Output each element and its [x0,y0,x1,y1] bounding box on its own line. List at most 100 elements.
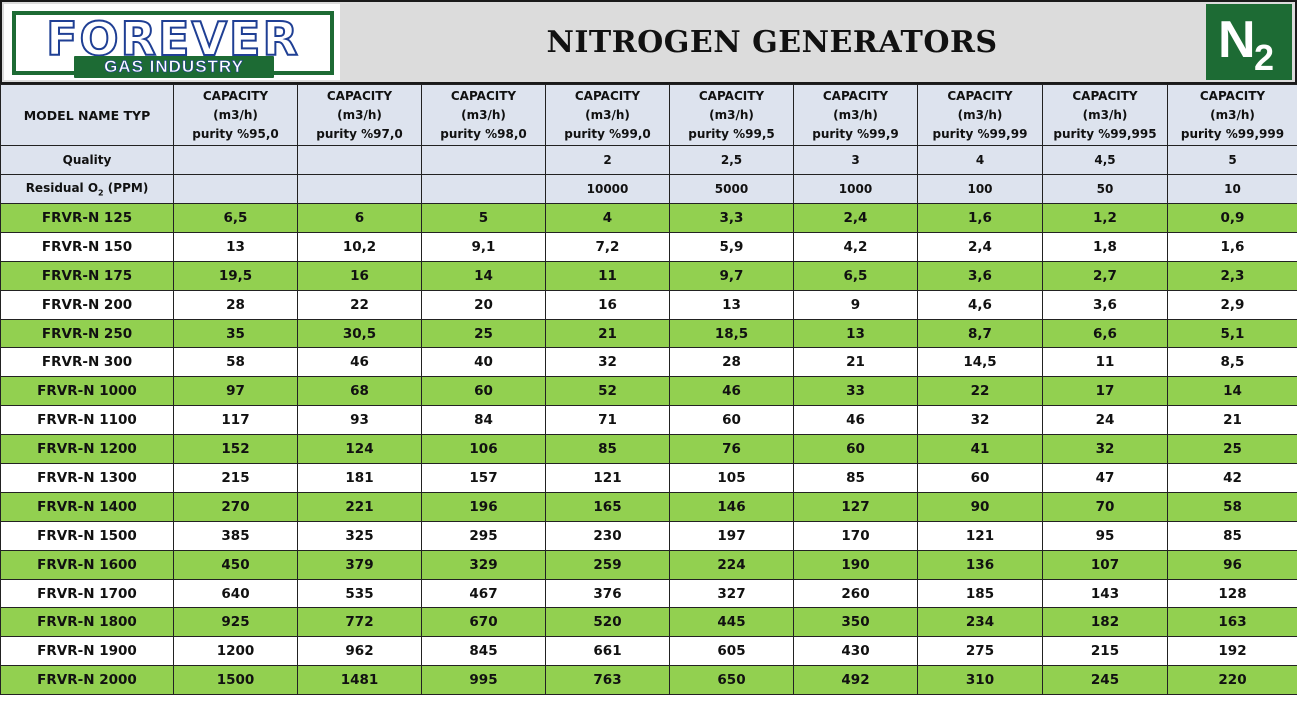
spec-cell [297,174,422,204]
capacity-cell: 40 [421,347,546,378]
capacity-cell: 16 [545,289,670,320]
capacity-cell: 13 [793,318,918,349]
model-cell: FRVR-N 1300 [0,463,174,493]
capacity-cell: 376 [545,578,670,609]
column-header-line2: (m3/h) [957,107,1003,122]
column-header-capacity: CAPACITY (m3/h) purity %98,0 [421,84,546,146]
column-header-line3: purity %99,5 [688,126,775,141]
capacity-cell: 21 [1167,405,1297,436]
capacity-cell: 157 [421,463,546,493]
capacity-cell: 230 [545,520,670,551]
capacity-cell: 96 [1167,549,1297,580]
capacity-cell: 60 [917,463,1043,493]
residual-o2-row: Residual O2 (PPM) 10000 5000 1000 100 50 10 [0,174,1297,204]
spec-cell: 4 [917,145,1043,175]
capacity-cell: 467 [421,578,546,609]
capacity-cell: 1,6 [1167,231,1297,262]
capacity-cell: 46 [793,405,918,436]
capacity-cell: 385 [173,520,298,551]
table-row: FRVR-N 200 28 22 20 16 13 9 4,6 3,6 2,9 [0,289,1297,320]
column-header-line3: purity %99,99 [932,126,1028,141]
capacity-cell: 224 [669,549,794,580]
capacity-cell: 24 [1042,405,1168,436]
capacity-cell: 605 [669,636,794,667]
capacity-cell: 492 [793,665,918,696]
capacity-cell: 1481 [297,665,422,696]
column-header-line2: (m3/h) [213,107,258,122]
capacity-cell: 182 [1042,607,1168,638]
table-row: FRVR-N 1100 117 93 84 71 60 46 32 24 21 [0,405,1297,436]
spec-cell: 2 [545,145,670,175]
capacity-cell: 661 [545,636,670,667]
capacity-cell: 11 [545,260,670,291]
capacity-cell: 146 [669,491,794,522]
table-row: FRVR-N 125 6,5 6 5 4 3,3 2,4 1,6 1,2 0,9 [0,203,1297,233]
model-cell: FRVR-N 1600 [0,549,174,580]
capacity-cell: 2,9 [1167,289,1297,320]
capacity-cell: 520 [545,607,670,638]
capacity-cell: 70 [1042,491,1168,522]
column-header-capacity: CAPACITY (m3/h) purity %99,999 [1167,84,1297,146]
spec-cell: 10000 [545,174,670,204]
capacity-cell: 14 [1167,376,1297,407]
model-cell: FRVR-N 2000 [0,665,174,696]
capacity-cell: 215 [173,463,298,493]
model-cell: FRVR-N 1200 [0,434,174,465]
capacity-cell: 124 [297,434,422,465]
capacity-cell: 106 [421,434,546,465]
capacity-cell: 163 [1167,607,1297,638]
capacity-cell: 41 [917,434,1043,465]
company-logo: FOREVER GAS INDUSTRY [4,4,340,80]
capacity-cell: 60 [669,405,794,436]
capacity-cell: 7,2 [545,231,670,262]
model-cell: FRVR-N 125 [0,203,174,233]
capacity-cell: 9,1 [421,231,546,262]
column-header-line3: purity %99,9 [812,126,899,141]
model-cell: FRVR-N 200 [0,289,174,320]
capacity-cell: 2,7 [1042,260,1168,291]
capacity-cell: 329 [421,549,546,580]
capacity-cell: 962 [297,636,422,667]
capacity-cell: 2,4 [793,203,918,233]
table-body: Quality 2 2,5 3 4 4,5 5 Residual O2 (PPM) 100… [0,145,1297,696]
model-cell: FRVR-N 300 [0,347,174,378]
capacity-cell: 143 [1042,578,1168,609]
column-header-line1: CAPACITY [1199,88,1266,103]
model-cell: FRVR-N 1500 [0,520,174,551]
capacity-cell: 19,5 [173,260,298,291]
capacity-cell: 5 [421,203,546,233]
capacity-cell: 25 [1167,434,1297,465]
capacity-cell: 46 [669,376,794,407]
column-header-line1: CAPACITY [822,88,889,103]
column-header-line1: CAPACITY [326,88,393,103]
logo-frame: FOREVER GAS INDUSTRY [12,11,334,78]
capacity-cell: 270 [173,491,298,522]
capacity-cell: 327 [669,578,794,609]
capacity-cell: 35 [173,318,298,349]
capacity-cell: 3,6 [917,260,1043,291]
capacity-cell: 1,2 [1042,203,1168,233]
column-header-line3: purity %99,995 [1053,126,1157,141]
row-label: Residual O2 (PPM) [0,174,174,204]
column-header-capacity: CAPACITY (m3/h) purity %99,99 [917,84,1043,146]
table-row: FRVR-N 1500 385 325 295 230 197 170 121 95 85 [0,520,1297,551]
generator-capacity-table: MODEL NAME TYP CAPACITY (m3/h) purity %95,… [0,84,1297,696]
capacity-cell: 16 [297,260,422,291]
residual-label-prefix: Residual O [25,180,99,195]
capacity-cell: 6,6 [1042,318,1168,349]
capacity-cell: 20 [421,289,546,320]
capacity-cell: 220 [1167,665,1297,696]
table-header-row: MODEL NAME TYP CAPACITY (m3/h) purity %95,… [0,84,1297,146]
capacity-cell: 85 [545,434,670,465]
capacity-cell: 32 [1042,434,1168,465]
column-header-model: MODEL NAME TYP [0,84,174,146]
capacity-cell: 21 [793,347,918,378]
column-header-line1: CAPACITY [698,88,765,103]
capacity-cell: 9 [793,289,918,320]
column-header-line1: CAPACITY [574,88,641,103]
spec-cell: 2,5 [669,145,794,175]
capacity-cell: 4,2 [793,231,918,262]
nitrogen-badge-subscript: 2 [1254,37,1275,78]
column-header-line3: purity %95,0 [192,126,279,141]
capacity-cell: 640 [173,578,298,609]
